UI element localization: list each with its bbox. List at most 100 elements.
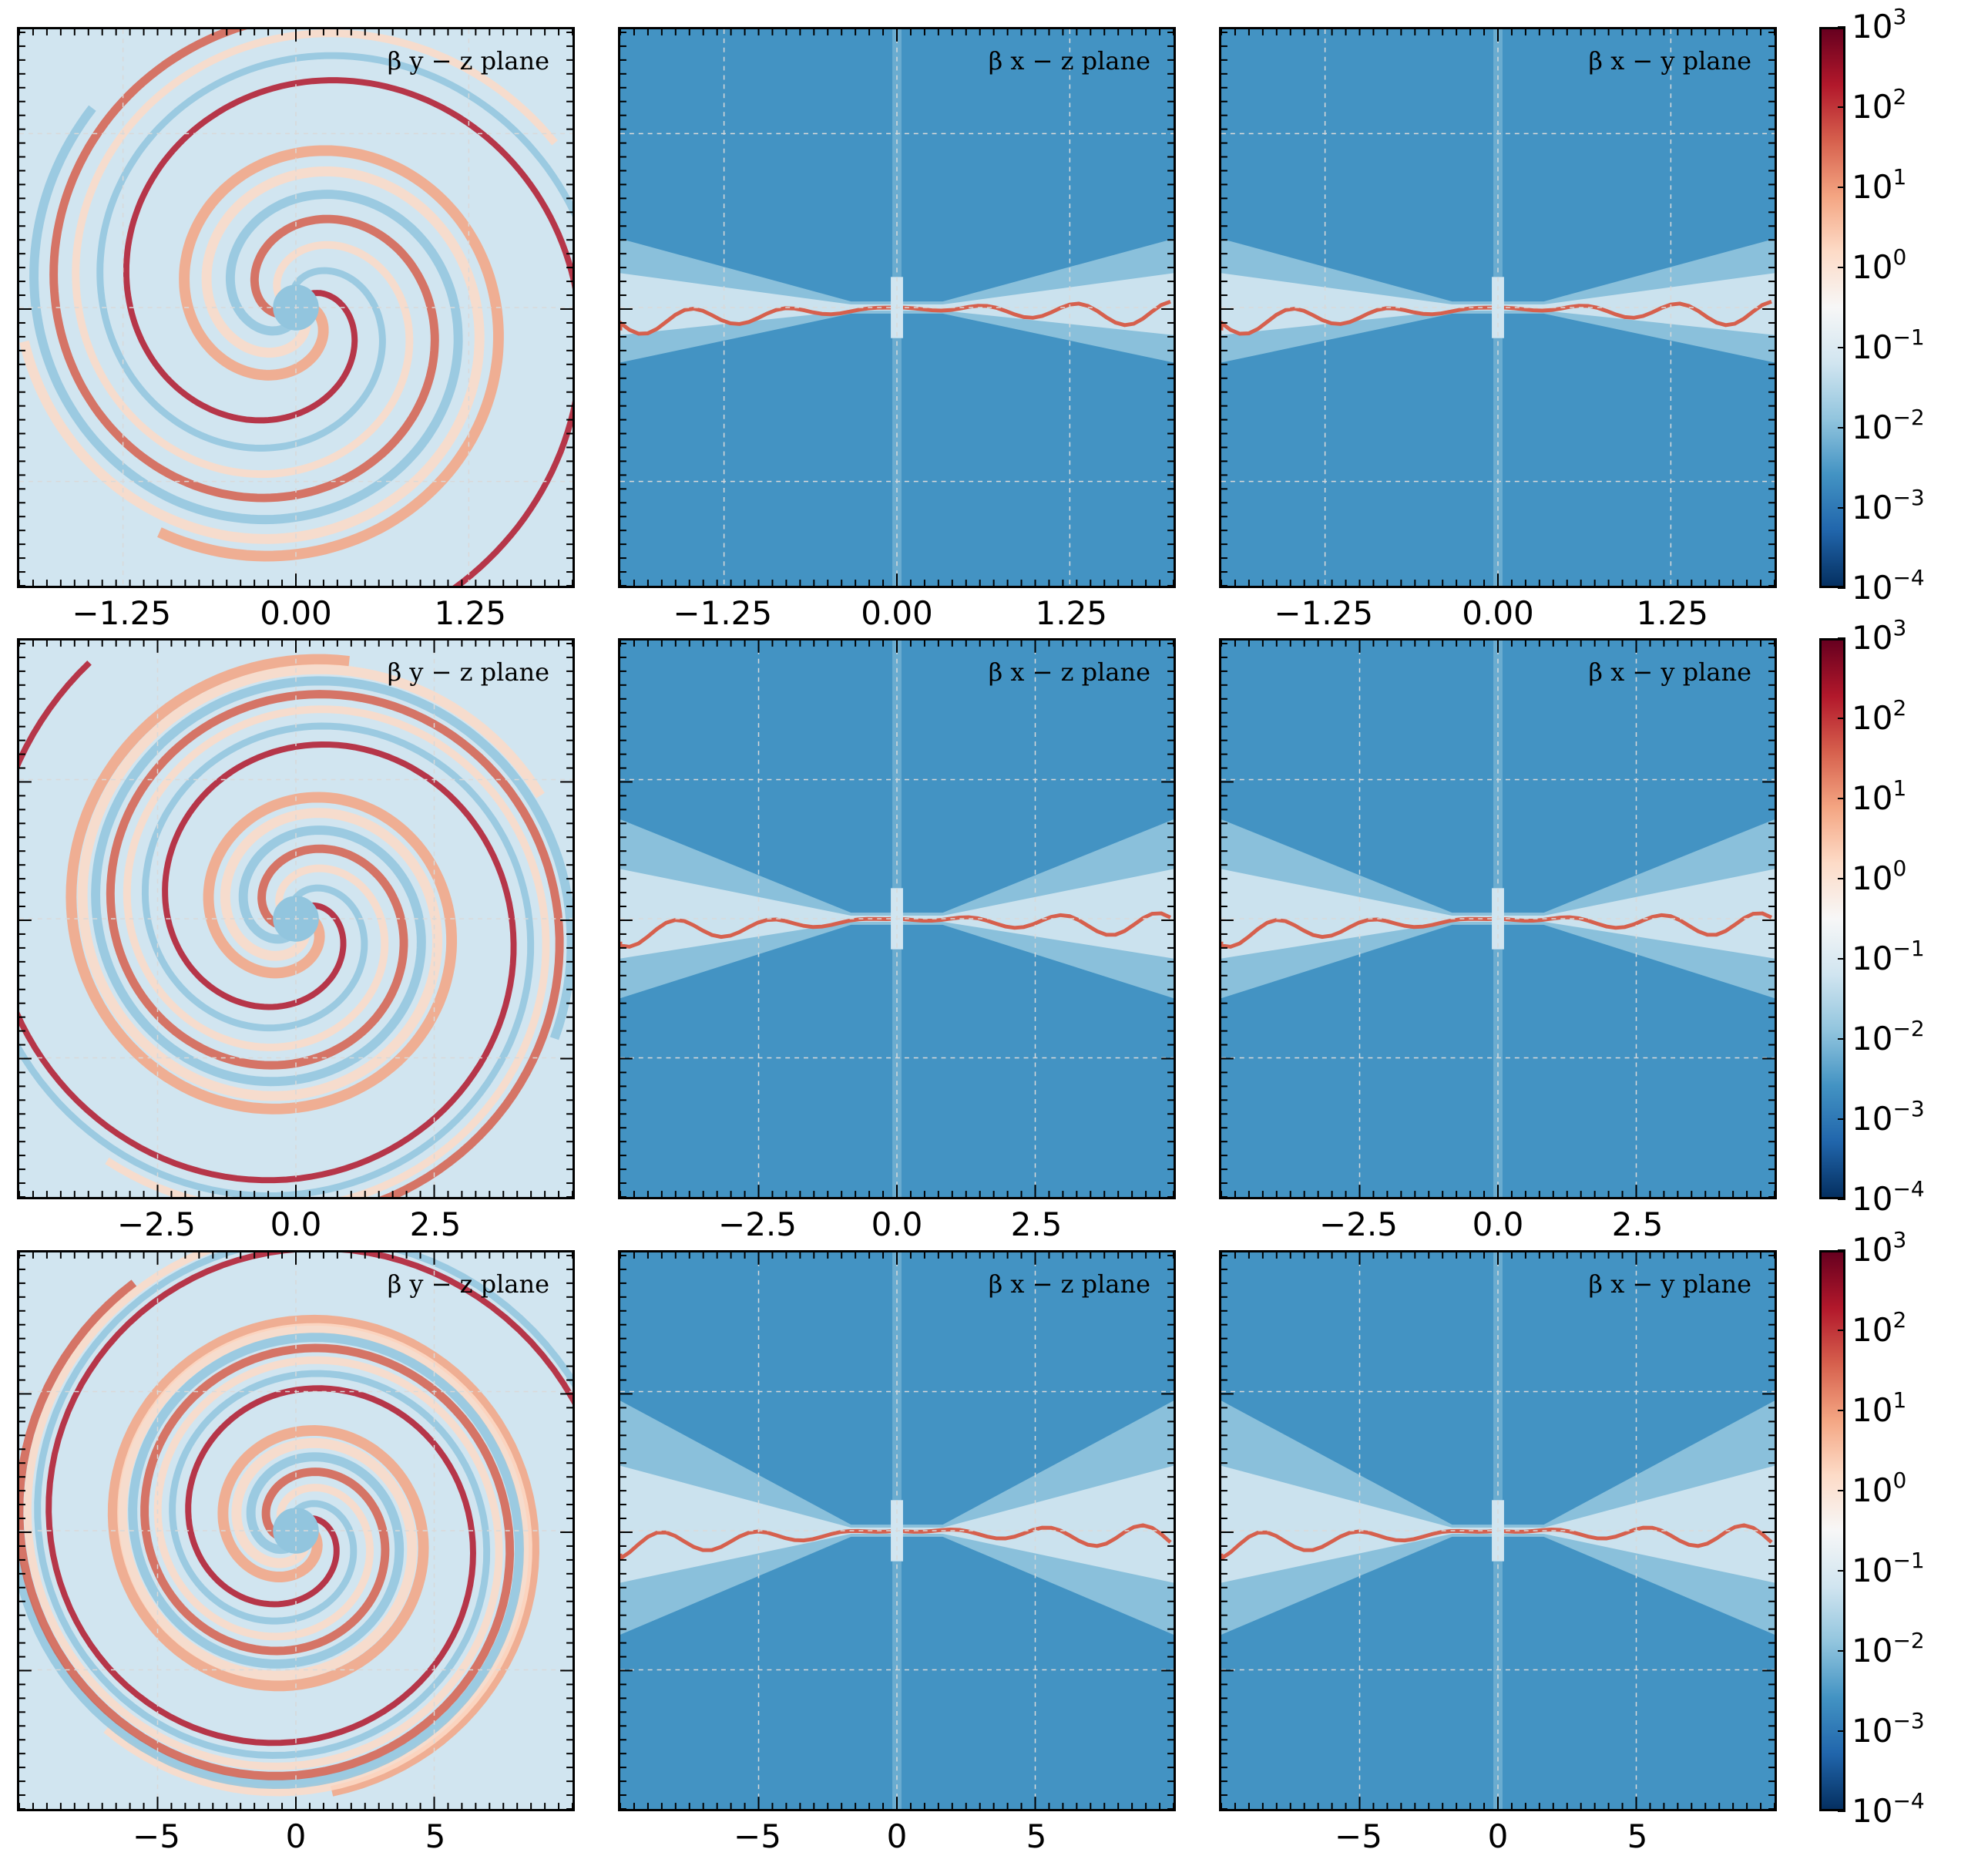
x-tick-label: 5 xyxy=(1026,1817,1047,1855)
colorbar-tick-label: 10−4 xyxy=(1852,1788,1925,1830)
x-tick-label: 0.0 xyxy=(871,1205,923,1243)
heatmap-panel: β x − y plane xyxy=(1219,638,1777,1199)
spiral-arm xyxy=(106,690,564,1197)
spiral-arm xyxy=(19,722,535,1197)
colorbar-tick xyxy=(1838,798,1845,799)
panel-label: β y − z plane xyxy=(387,657,549,687)
x-tick-label: 0.0 xyxy=(1472,1205,1524,1243)
x-tick-label: 0.00 xyxy=(861,594,933,632)
colorbar-tick xyxy=(1838,1570,1845,1572)
spiral-arm xyxy=(19,166,485,544)
colorbar-tick-label: 101 xyxy=(1852,164,1907,206)
colorbar xyxy=(1819,27,1845,588)
grid xyxy=(1221,29,1775,586)
x-tick-label: −2.5 xyxy=(117,1205,196,1243)
colorbar-tick-label: 102 xyxy=(1852,1307,1907,1349)
panel-label: β x − y plane xyxy=(1588,46,1751,76)
colorbar-tick xyxy=(1838,1730,1845,1732)
colorbar-tick-label: 100 xyxy=(1852,244,1907,286)
colorbar-tick-label: 103 xyxy=(1852,1227,1907,1269)
colorbar-tick-label: 10−3 xyxy=(1852,1708,1925,1750)
spiral-arm xyxy=(91,676,573,1087)
colorbar-tick-label: 103 xyxy=(1852,4,1907,45)
colorbar-tick xyxy=(1838,267,1845,268)
colorbar-tick-label: 102 xyxy=(1852,84,1907,126)
heatmap-panel: β x − y plane xyxy=(1219,27,1777,588)
colorbar-tick-label: 102 xyxy=(1852,695,1907,737)
heatmap-panel: β x − z plane xyxy=(618,27,1176,588)
x-tick-label: 1.25 xyxy=(1035,594,1108,632)
x-tick-label: 0 xyxy=(285,1817,307,1855)
grid xyxy=(19,640,573,1197)
panel-label: β x − z plane xyxy=(988,46,1150,76)
spiral-arm xyxy=(45,1252,573,1747)
panel-label: β x − z plane xyxy=(988,1269,1150,1299)
x-tick-label: 0.0 xyxy=(270,1205,322,1243)
heatmap-panel: β x − z plane xyxy=(618,638,1176,1199)
heatmap-image xyxy=(19,640,573,1197)
grid xyxy=(620,1252,1174,1809)
colorbar-tick xyxy=(1838,1249,1845,1251)
x-tick-label: 0 xyxy=(886,1817,908,1855)
colorbar-tick-label: 10−2 xyxy=(1852,405,1925,446)
panel-label: β x − y plane xyxy=(1588,657,1751,687)
colorbar-tick-label: 100 xyxy=(1852,856,1907,897)
colorbar-tick xyxy=(1838,1038,1845,1040)
spiral-arm xyxy=(34,1252,573,1759)
grid xyxy=(620,29,1174,586)
x-tick-label: 2.5 xyxy=(1611,1205,1664,1243)
x-tick-label: 1.25 xyxy=(434,594,507,632)
x-tick-label: −5 xyxy=(133,1817,180,1855)
colorbar-tick-label: 10−1 xyxy=(1852,1548,1925,1589)
spiral-arm xyxy=(72,29,558,479)
heatmap-image xyxy=(1221,640,1775,1197)
spiral-arm xyxy=(19,1333,524,1790)
colorbar xyxy=(1819,638,1845,1199)
x-tick-label: 5 xyxy=(1627,1817,1648,1855)
x-tick-label: −2.5 xyxy=(718,1205,797,1243)
heatmap-image xyxy=(620,29,1174,586)
colorbar-tick xyxy=(1838,1330,1845,1331)
heatmap-image xyxy=(1221,1252,1775,1809)
colorbar-tick xyxy=(1838,1410,1845,1411)
spiral-arm xyxy=(123,77,573,586)
x-tick-label: −5 xyxy=(1335,1817,1382,1855)
colorbar-tick xyxy=(1838,187,1845,188)
heatmap-panel: β x − z plane xyxy=(618,1250,1176,1811)
colorbar-tick xyxy=(1838,427,1845,429)
colorbar xyxy=(1819,1250,1845,1811)
spiral-arm xyxy=(96,52,573,452)
x-tick-label: −1.25 xyxy=(72,594,172,632)
heatmap-image xyxy=(19,1252,573,1809)
colorbar-tick xyxy=(1838,1199,1845,1200)
x-tick-label: 0 xyxy=(1487,1817,1509,1855)
colorbar-tick xyxy=(1838,718,1845,719)
colorbar-tick-label: 10−2 xyxy=(1852,1016,1925,1057)
wind-region xyxy=(620,238,1174,363)
heatmap-panel: β y − z plane xyxy=(17,27,575,588)
x-tick-label: −5 xyxy=(734,1817,781,1855)
colorbar-tick xyxy=(1838,347,1845,348)
disk-region xyxy=(620,1465,1174,1583)
grid xyxy=(1221,1252,1775,1809)
colorbar-tick xyxy=(1838,958,1845,960)
colorbar-tick-label: 10−2 xyxy=(1852,1628,1925,1669)
x-tick-label: −1.25 xyxy=(1274,594,1374,632)
spiral-arm xyxy=(29,105,463,525)
grid xyxy=(19,1252,573,1809)
colorbar-tick-label: 100 xyxy=(1852,1468,1907,1509)
colorbar-tick xyxy=(1838,26,1845,28)
spiral-arm xyxy=(65,654,458,1115)
x-tick-label: −1.25 xyxy=(673,594,773,632)
colorbar-tick-label: 10−4 xyxy=(1852,1176,1925,1218)
heatmap-image xyxy=(620,640,1174,1197)
colorbar-tick xyxy=(1838,1810,1845,1812)
heatmap-panel: β x − y plane xyxy=(1219,1250,1777,1811)
panel-label: β y − z plane xyxy=(387,46,549,76)
colorbar-tick xyxy=(1838,1118,1845,1120)
wind-region xyxy=(1221,238,1775,363)
heatmap-image xyxy=(19,29,573,586)
colorbar-tick xyxy=(1838,106,1845,108)
colorbar-tick-label: 10−3 xyxy=(1852,1096,1925,1138)
colorbar-tick-label: 101 xyxy=(1852,1387,1907,1429)
